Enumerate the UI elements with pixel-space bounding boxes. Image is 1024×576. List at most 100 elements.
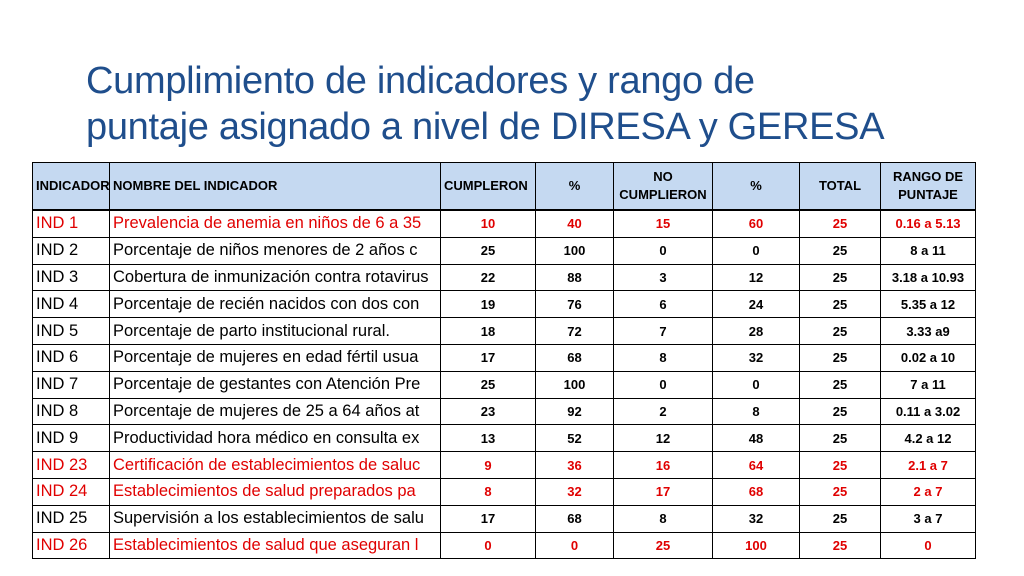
pct-no-cumplieron-cell: 32: [712, 343, 800, 372]
total-cell: 25: [799, 504, 881, 533]
header-rango: RANGO DE PUNTAJE: [880, 162, 976, 211]
pct-no-cumplieron-cell: 68: [712, 477, 800, 506]
pct-cumplieron-cell: 100: [535, 370, 614, 399]
table-row: IND 4 Porcentaje de recién nacidos con do…: [32, 290, 976, 319]
table-row: IND 3 Cobertura de inmunización contra ro…: [32, 263, 976, 292]
header-indicador: INDICADOR: [32, 162, 110, 211]
cumplieron-cell: 23: [440, 397, 536, 426]
header-cumpleron: CUMPLERON: [440, 162, 536, 211]
table-row: IND 26 Establecimientos de salud que aseg…: [32, 531, 976, 560]
pct-no-cumplieron-cell: 24: [712, 290, 800, 319]
cumplieron-cell: 19: [440, 290, 536, 319]
header-pct-no-cumplieron: %: [712, 162, 800, 211]
cumplieron-cell: 10: [440, 209, 536, 238]
rango-puntaje-cell: 4.2 a 12: [880, 424, 976, 453]
rango-puntaje-cell: 3.18 a 10.93: [880, 263, 976, 292]
pct-no-cumplieron-cell: 8: [712, 397, 800, 426]
no-cumplieron-cell: 8: [613, 343, 713, 372]
no-cumplieron-cell: 0: [613, 370, 713, 399]
total-cell: 25: [799, 263, 881, 292]
table-row: IND 2 Porcentaje de niños menores de 2 a…: [32, 236, 976, 265]
pct-cumplieron-cell: 100: [535, 236, 614, 265]
indicator-code-cell: IND 1: [32, 209, 110, 238]
slide-title: Cumplimiento de indicadores y rango de p…: [86, 58, 986, 150]
indicator-name-cell: Establecimientos de salud que aseguran l: [109, 531, 441, 560]
indicator-name-cell: Prevalencia de anemia en niños de 6 a 35: [109, 209, 441, 238]
table-row: IND 1 Prevalencia de anemia en niños de 6…: [32, 209, 976, 238]
indicator-code-cell: IND 26: [32, 531, 110, 560]
rango-puntaje-cell: 0.11 a 3.02: [880, 397, 976, 426]
indicator-code-cell: IND 24: [32, 477, 110, 506]
rango-puntaje-cell: 0.02 a 10: [880, 343, 976, 372]
cumplieron-cell: 17: [440, 343, 536, 372]
table-header-row: INDICADOR NOMBRE DEL INDICADOR CUMPLERON…: [32, 162, 976, 211]
indicator-code-cell: IND 6: [32, 343, 110, 372]
indicator-code-cell: IND 3: [32, 263, 110, 292]
rango-puntaje-cell: 3.33 a9: [880, 317, 976, 345]
no-cumplieron-cell: 7: [613, 317, 713, 345]
indicator-name-cell: Porcentaje de parto institucional rural.: [109, 317, 441, 345]
cumplieron-cell: 8: [440, 477, 536, 506]
no-cumplieron-cell: 8: [613, 504, 713, 533]
rango-puntaje-cell: 3 a 7: [880, 504, 976, 533]
cumplieron-cell: 17: [440, 504, 536, 533]
table-row: IND 8 Porcentaje de mujeres de 25 a 64 añ…: [32, 397, 976, 426]
total-cell: 25: [799, 290, 881, 319]
no-cumplieron-cell: 6: [613, 290, 713, 319]
pct-cumplieron-cell: 32: [535, 477, 614, 506]
header-no-cumplieron: NO CUMPLIERON: [613, 162, 713, 211]
header-total: TOTAL: [799, 162, 881, 211]
total-cell: 25: [799, 424, 881, 453]
indicator-code-cell: IND 9: [32, 424, 110, 453]
pct-cumplieron-cell: 40: [535, 209, 614, 238]
pct-cumplieron-cell: 68: [535, 504, 614, 533]
cumplieron-cell: 25: [440, 370, 536, 399]
no-cumplieron-cell: 12: [613, 424, 713, 453]
no-cumplieron-cell: 15: [613, 209, 713, 238]
no-cumplieron-cell: 16: [613, 451, 713, 479]
pct-no-cumplieron-cell: 60: [712, 209, 800, 238]
rango-puntaje-cell: 8 a 11: [880, 236, 976, 265]
pct-no-cumplieron-cell: 32: [712, 504, 800, 533]
indicator-name-cell: Porcentaje de niños menores de 2 años c: [109, 236, 441, 265]
indicator-name-cell: Porcentaje de gestantes con Atención Pre: [109, 370, 441, 399]
pct-cumplieron-cell: 76: [535, 290, 614, 319]
no-cumplieron-cell: 3: [613, 263, 713, 292]
indicator-name-cell: Porcentaje de mujeres de 25 a 64 años at: [109, 397, 441, 426]
table-row: IND 24 Establecimientos de salud preparad…: [32, 477, 976, 506]
no-cumplieron-cell: 25: [613, 531, 713, 560]
pct-cumplieron-cell: 88: [535, 263, 614, 292]
indicator-name-cell: Cobertura de inmunización contra rotavir…: [109, 263, 441, 292]
total-cell: 25: [799, 236, 881, 265]
rango-puntaje-cell: 0: [880, 531, 976, 560]
indicator-code-cell: IND 4: [32, 290, 110, 319]
total-cell: 25: [799, 343, 881, 372]
indicator-code-cell: IND 5: [32, 317, 110, 345]
table-row: IND 9 Productividad hora médico en consul…: [32, 424, 976, 453]
indicator-name-cell: Porcentaje de mujeres en edad fértil usu…: [109, 343, 441, 372]
pct-no-cumplieron-cell: 12: [712, 263, 800, 292]
indicator-code-cell: IND 7: [32, 370, 110, 399]
total-cell: 25: [799, 477, 881, 506]
table-row: IND 7 Porcentaje de gestantes con Atenció…: [32, 370, 976, 399]
header-nombre: NOMBRE DEL INDICADOR: [109, 162, 441, 211]
indicator-code-cell: IND 2: [32, 236, 110, 265]
cumplieron-cell: 0: [440, 531, 536, 560]
no-cumplieron-cell: 0: [613, 236, 713, 265]
pct-cumplieron-cell: 36: [535, 451, 614, 479]
indicators-table: INDICADOR NOMBRE DEL INDICADOR CUMPLERON…: [32, 162, 976, 560]
cumplieron-cell: 18: [440, 317, 536, 345]
rango-puntaje-cell: 7 a 11: [880, 370, 976, 399]
pct-cumplieron-cell: 92: [535, 397, 614, 426]
total-cell: 25: [799, 531, 881, 560]
indicator-code-cell: IND 8: [32, 397, 110, 426]
table-row: IND 6 Porcentaje de mujeres en edad férti…: [32, 343, 976, 372]
total-cell: 25: [799, 209, 881, 238]
indicator-name-cell: Porcentaje de recién nacidos con dos con: [109, 290, 441, 319]
rango-puntaje-cell: 2.1 a 7: [880, 451, 976, 479]
no-cumplieron-cell: 17: [613, 477, 713, 506]
pct-cumplieron-cell: 72: [535, 317, 614, 345]
pct-no-cumplieron-cell: 64: [712, 451, 800, 479]
pct-no-cumplieron-cell: 48: [712, 424, 800, 453]
table-row: IND 23 Certificación de establecimientos …: [32, 451, 976, 479]
